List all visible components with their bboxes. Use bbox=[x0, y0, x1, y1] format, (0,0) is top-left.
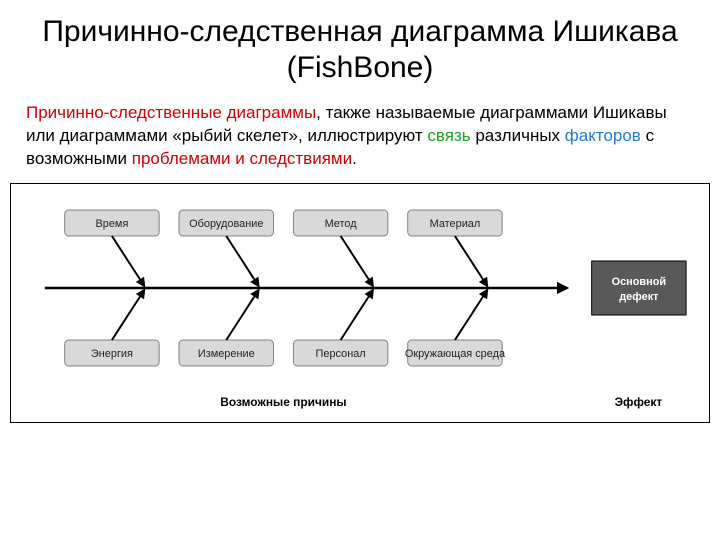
causes-caption: Возможные причины bbox=[220, 395, 346, 409]
effect-label: Основной bbox=[612, 276, 667, 288]
cause-bone bbox=[226, 236, 258, 286]
cause-label: Метод bbox=[325, 218, 358, 230]
cause-bone bbox=[455, 236, 487, 286]
paragraph-segment: связь bbox=[427, 126, 470, 145]
cause-label: Персонал bbox=[316, 348, 366, 360]
paragraph-segment: различных bbox=[471, 126, 565, 145]
page-title: Причинно-следственная диаграмма Ишикава … bbox=[0, 0, 720, 92]
cause-bone bbox=[341, 236, 373, 286]
paragraph-segment: проблемами и следствиями bbox=[132, 149, 352, 168]
paragraph-segment: факторов bbox=[565, 126, 641, 145]
effect-label: дефект bbox=[619, 291, 659, 303]
cause-bone bbox=[455, 290, 487, 340]
cause-bone bbox=[226, 290, 258, 340]
cause-bone bbox=[112, 236, 144, 286]
cause-label: Оборудование bbox=[189, 218, 263, 230]
effect-caption: Эффект bbox=[615, 395, 663, 409]
cause-label: Энергия bbox=[91, 348, 133, 360]
intro-paragraph: Причинно-следственные диаграммы, также н… bbox=[0, 92, 720, 183]
paragraph-segment: . bbox=[352, 149, 357, 168]
cause-label: Измерение bbox=[198, 348, 255, 360]
effect-box bbox=[592, 261, 686, 315]
cause-label: Время bbox=[96, 218, 129, 230]
fishbone-diagram-frame: Время Оборудование Метод Материал Энергия Изм… bbox=[10, 183, 710, 423]
cause-label: Окружающая среда bbox=[405, 348, 506, 360]
cause-bone bbox=[341, 290, 373, 340]
paragraph-segment: Причинно-следственные диаграммы bbox=[26, 103, 316, 122]
cause-label: Материал bbox=[430, 218, 481, 230]
fishbone-diagram: Время Оборудование Метод Материал Энергия Изм… bbox=[15, 188, 705, 418]
cause-bone bbox=[112, 290, 144, 340]
